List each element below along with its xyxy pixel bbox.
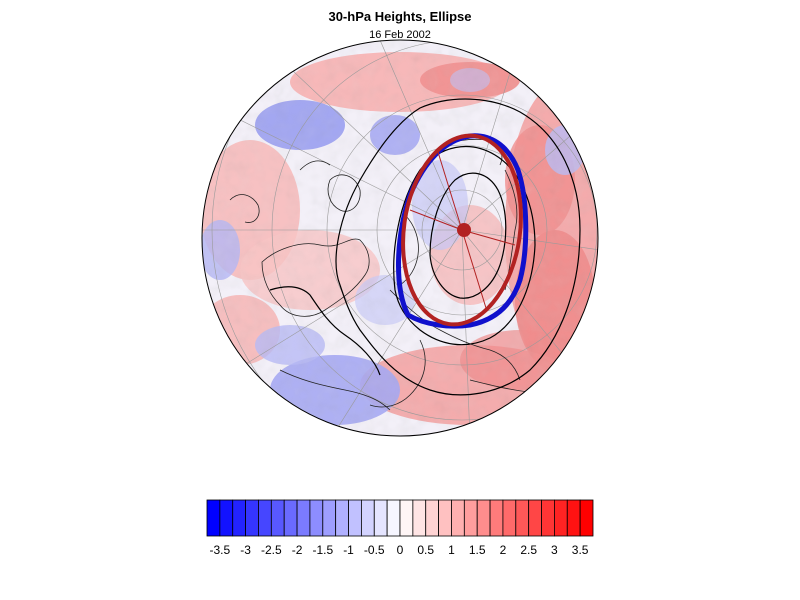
colorbar-tick-label: -0.5 [364, 543, 385, 557]
colorbar-box [566, 499, 581, 537]
colorbar-box [258, 499, 272, 537]
colorbar-box [476, 499, 491, 537]
colorbar-tick-label: 3.5 [572, 543, 589, 557]
colorbar-box [283, 499, 298, 537]
colorbar-tick-label: -1.5 [312, 543, 333, 557]
graticule [202, 40, 598, 436]
fitted-ellipse [401, 133, 523, 327]
colorbar-box [219, 499, 234, 537]
colorbar-box [373, 499, 388, 537]
colorbar-tick-label: -1 [343, 543, 354, 557]
colorbar-box [206, 499, 221, 537]
colorbar-box [399, 499, 414, 537]
colorbar-tick-label: 3 [551, 543, 558, 557]
colorbar-box [541, 499, 555, 537]
colorbar-box [335, 499, 349, 537]
colorbar-labels: -3.5 -3 -2.5 -2 -1.5 -1 -0.5 0 0.5 1 1.5 2 2.5 3 3.5 [210, 543, 589, 557]
colorbar-tick-label: -2.5 [261, 543, 282, 557]
colorbar-boxes [206, 499, 594, 537]
colorbar-box [245, 499, 259, 537]
coastlines [229, 138, 571, 411]
height-contours [269, 98, 581, 396]
colorbar-tick-label: -3.5 [210, 543, 231, 557]
colorbar-tick-label: 1 [448, 543, 455, 557]
colorbar-box [386, 499, 401, 537]
colorbar-box [502, 499, 517, 537]
colorbar-box [412, 499, 427, 537]
colorbar-box [425, 499, 440, 537]
colorbar-box [270, 499, 285, 537]
colorbar-tick-label: 2.5 [520, 543, 537, 557]
colorbar-box [232, 499, 246, 537]
colorbar-tick-label: 2 [500, 543, 507, 557]
chart-title: 30-hPa Heights, Ellipse [328, 9, 472, 24]
colorbar-box [528, 499, 542, 537]
colorbar-box [438, 499, 452, 537]
colorbar-tick-label: 1.5 [469, 543, 486, 557]
colorbar-box [360, 499, 375, 537]
colorbar-box [348, 499, 362, 537]
colorbar-tick-label: -2 [292, 543, 303, 557]
colorbar-box [554, 499, 568, 537]
ellipse-center-marker [457, 223, 471, 237]
colorbar-tick-label: 0 [397, 543, 404, 557]
chart-subtitle: 16 Feb 2002 [369, 29, 431, 41]
colorbar-box [515, 499, 530, 537]
colorbar-tick-label: -3 [240, 543, 251, 557]
colorbar-box [489, 499, 504, 537]
colorbar-box [579, 499, 594, 537]
globe-border [201, 39, 599, 437]
colorbar-tick-label: 0.5 [417, 543, 434, 557]
colorbar-box [451, 499, 465, 537]
colorbar-box [309, 499, 324, 537]
colorbar-box [322, 499, 337, 537]
colorbar-box [296, 499, 311, 537]
colorbar-box [463, 499, 478, 537]
